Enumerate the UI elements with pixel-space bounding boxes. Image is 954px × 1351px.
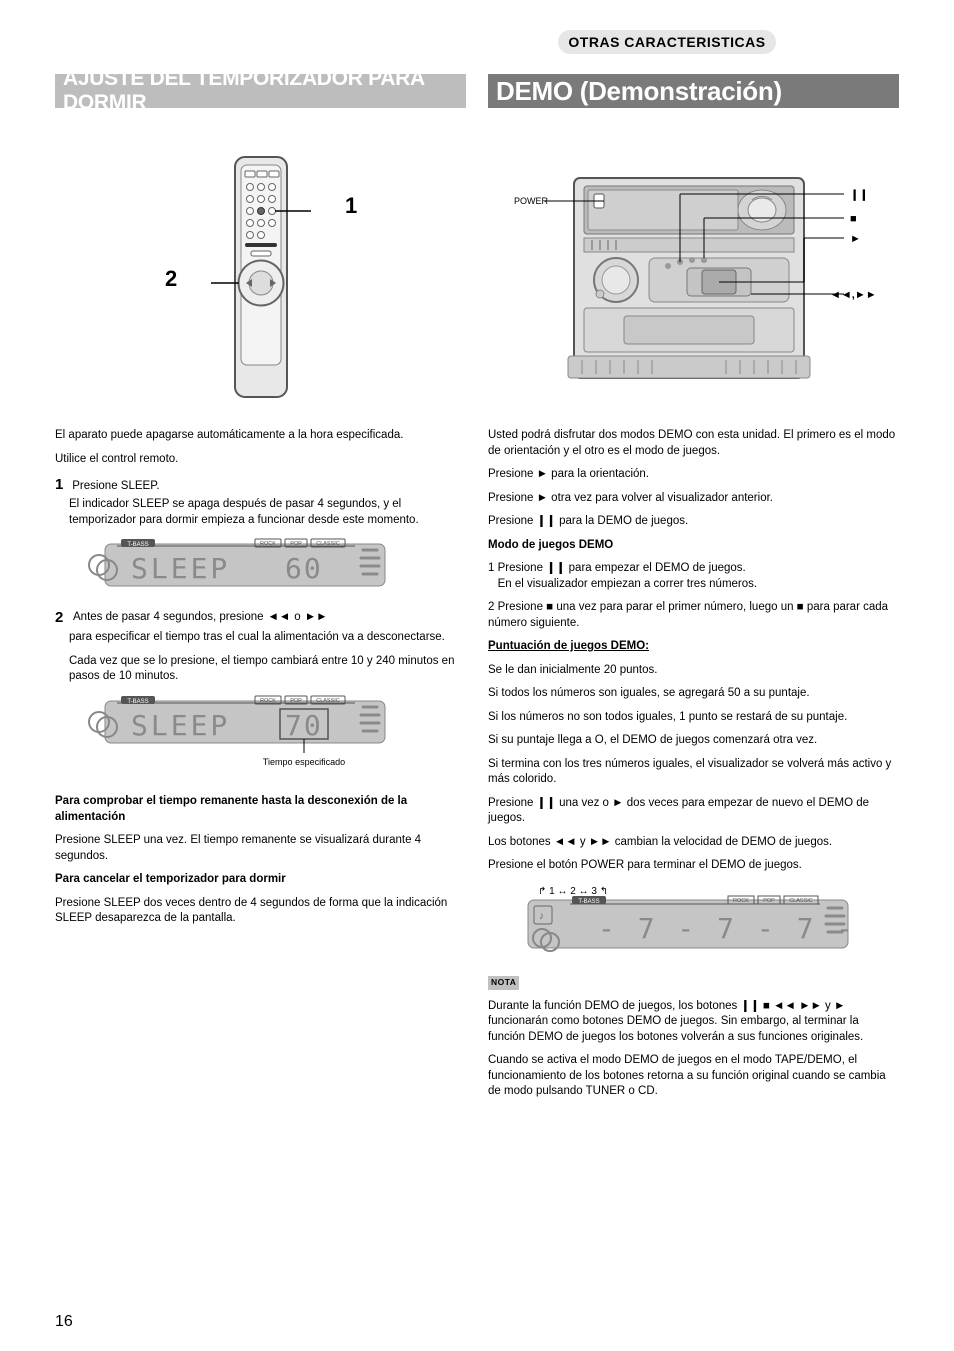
svg-text:CLASSIC: CLASSIC [316, 698, 340, 704]
svg-text:♪: ♪ [539, 911, 544, 922]
svg-text:CLASSIC: CLASSIC [316, 541, 340, 547]
stereo-illustration: POWER ❙❙ ■ ► ◄◄,►► [488, 138, 899, 418]
game-head: Modo de juegos DEMO [488, 538, 899, 554]
step2-num: 2 [55, 608, 69, 628]
svg-text:- 7 - 7 - 7 -: - 7 - 7 - 7 - [598, 912, 856, 945]
step1-lead: Presione SLEEP. [72, 480, 159, 492]
nota-badge: NOTA [488, 976, 519, 989]
left-column: AJUSTE DEL TEMPORIZADOR PARA DORMIR [55, 74, 466, 1108]
svg-text:ROCK: ROCK [733, 898, 749, 904]
svg-text:◄◄,►►: ◄◄,►► [830, 289, 877, 301]
svg-text:■: ■ [850, 213, 857, 225]
remote-svg [201, 153, 321, 403]
left-body: El aparato puede apagarse automáticament… [55, 428, 466, 927]
check-body: Presione SLEEP una vez. El tiempo remane… [55, 833, 466, 864]
svg-text:POWER: POWER [514, 196, 549, 206]
nota: NOTA [488, 975, 899, 991]
callout-2: 2 [165, 266, 177, 292]
stereo-svg: POWER ❙❙ ■ ► ◄◄,►► [504, 158, 884, 398]
right-intro2a: Presione ► para la orientación. [488, 467, 899, 483]
svg-text:SLEEP: SLEEP [131, 709, 230, 742]
lcd2: T-BASS ROCK POP CLASSIC SLEEP 70 Tiempo … [85, 693, 466, 777]
right-body: Usted podrá disfrutar dos modos DEMO con… [488, 428, 899, 1100]
right-column: DEMO (Demonstración) [488, 74, 899, 1108]
svg-text:T-BASS: T-BASS [127, 542, 148, 548]
step1-num: 1 [55, 475, 69, 495]
remote-illustration: 1 2 [55, 138, 466, 418]
step2-lead: Antes de pasar 4 segundos, presione [73, 610, 264, 626]
svg-text:Tiempo especificado: Tiempo especificado [263, 757, 345, 767]
columns: AJUSTE DEL TEMPORIZADOR PARA DORMIR [55, 74, 899, 1108]
svg-text:ROCK: ROCK [260, 698, 276, 704]
step2-or: o [294, 610, 300, 626]
chapter-header: OTRAS CARACTERISTICAS [55, 30, 899, 54]
chapter-badge: OTRAS CARACTERISTICAS [558, 30, 775, 54]
page: OTRAS CARACTERISTICAS AJUSTE DEL TEMPORI… [0, 0, 954, 1351]
nota-body-a: Durante la función DEMO de juegos, los b… [488, 999, 899, 1046]
callout-1: 1 [345, 193, 357, 219]
right-intro2b: Presione ► otra vez para volver al visua… [488, 491, 899, 507]
step2-body: para especificar el tiempo tras el cual … [55, 630, 466, 646]
svg-text:↱ 1 ↔ 2 ↔ 3 ↰: ↱ 1 ↔ 2 ↔ 3 ↰ [538, 886, 608, 897]
cancel-body: Presione SLEEP dos veces dentro de 4 seg… [55, 896, 466, 927]
score-3: Si los números no son todos iguales, 1 p… [488, 710, 899, 726]
score-2: Si todos los números son iguales, se agr… [488, 686, 899, 702]
right-title: DEMO (Demonstración) [488, 74, 899, 108]
svg-text:70: 70 [285, 709, 323, 742]
nota-body-b: Cuando se activa el modo DEMO de juegos … [488, 1053, 899, 1100]
step2: 2 Antes de pasar 4 segundos, presione ◄◄… [55, 608, 466, 628]
score-5: Si termina con los tres números iguales,… [488, 757, 899, 788]
game-1: 1 Presione ❙❙ para empezar el DEMO de ju… [488, 561, 899, 592]
right-intro3: Presione ❙❙ para la DEMO de juegos. [488, 514, 899, 530]
game-2: 2 Presione ■ una vez para parar el prime… [488, 600, 899, 631]
check-head: Para comprobar el tiempo remanente hasta… [55, 794, 466, 825]
finish: Presione el botón POWER para terminar el… [488, 858, 899, 874]
svg-text:POP: POP [290, 698, 302, 704]
restart: Presione ❙❙ una vez o ► dos veces para e… [488, 796, 899, 827]
svg-text:ROCK: ROCK [260, 541, 276, 547]
svg-text:►: ► [850, 233, 861, 245]
lcd3: ↱ 1 ↔ 2 ↔ 3 ↰ ♪ T-BASS ROCK POP CLASSIC … [498, 882, 899, 968]
right-intro1: Usted podrá disfrutar dos modos DEMO con… [488, 428, 899, 459]
left-intro: El aparato puede apagarse automáticament… [55, 428, 466, 444]
left-title: AJUSTE DEL TEMPORIZADOR PARA DORMIR [55, 74, 466, 108]
step2-body2: Cada vez que se lo presione, el tiempo c… [55, 654, 466, 685]
svg-text:60: 60 [285, 552, 323, 585]
svg-text:POP: POP [763, 898, 775, 904]
page-number: 16 [55, 1313, 73, 1331]
score-4: Si su puntaje llega a O, el DEMO de jueg… [488, 733, 899, 749]
step1-body: El indicador SLEEP se apaga después de p… [55, 497, 466, 528]
svg-text:T-BASS: T-BASS [127, 699, 148, 705]
lcd1: T-BASS ROCK POP CLASSIC SLEEP 60 [85, 536, 466, 600]
rewind-icon: ◄◄ [268, 610, 291, 626]
svg-text:❙❙: ❙❙ [850, 189, 868, 201]
left-note-remote: Utilice el control remoto. [55, 452, 466, 468]
cancel-head: Para cancelar el temporizador para dormi… [55, 872, 466, 888]
svg-text:SLEEP: SLEEP [131, 552, 230, 585]
svg-text:CLASSIC: CLASSIC [789, 898, 813, 904]
step1: 1 Presione SLEEP. [55, 475, 466, 495]
score-head: Puntuación de juegos DEMO: [488, 639, 899, 655]
svg-text:POP: POP [290, 541, 302, 547]
speed: Los botones ◄◄ y ►► cambian la velocidad… [488, 835, 899, 851]
score-1: Se le dan inicialmente 20 puntos. [488, 663, 899, 679]
forward-icon: ►► [305, 610, 328, 626]
